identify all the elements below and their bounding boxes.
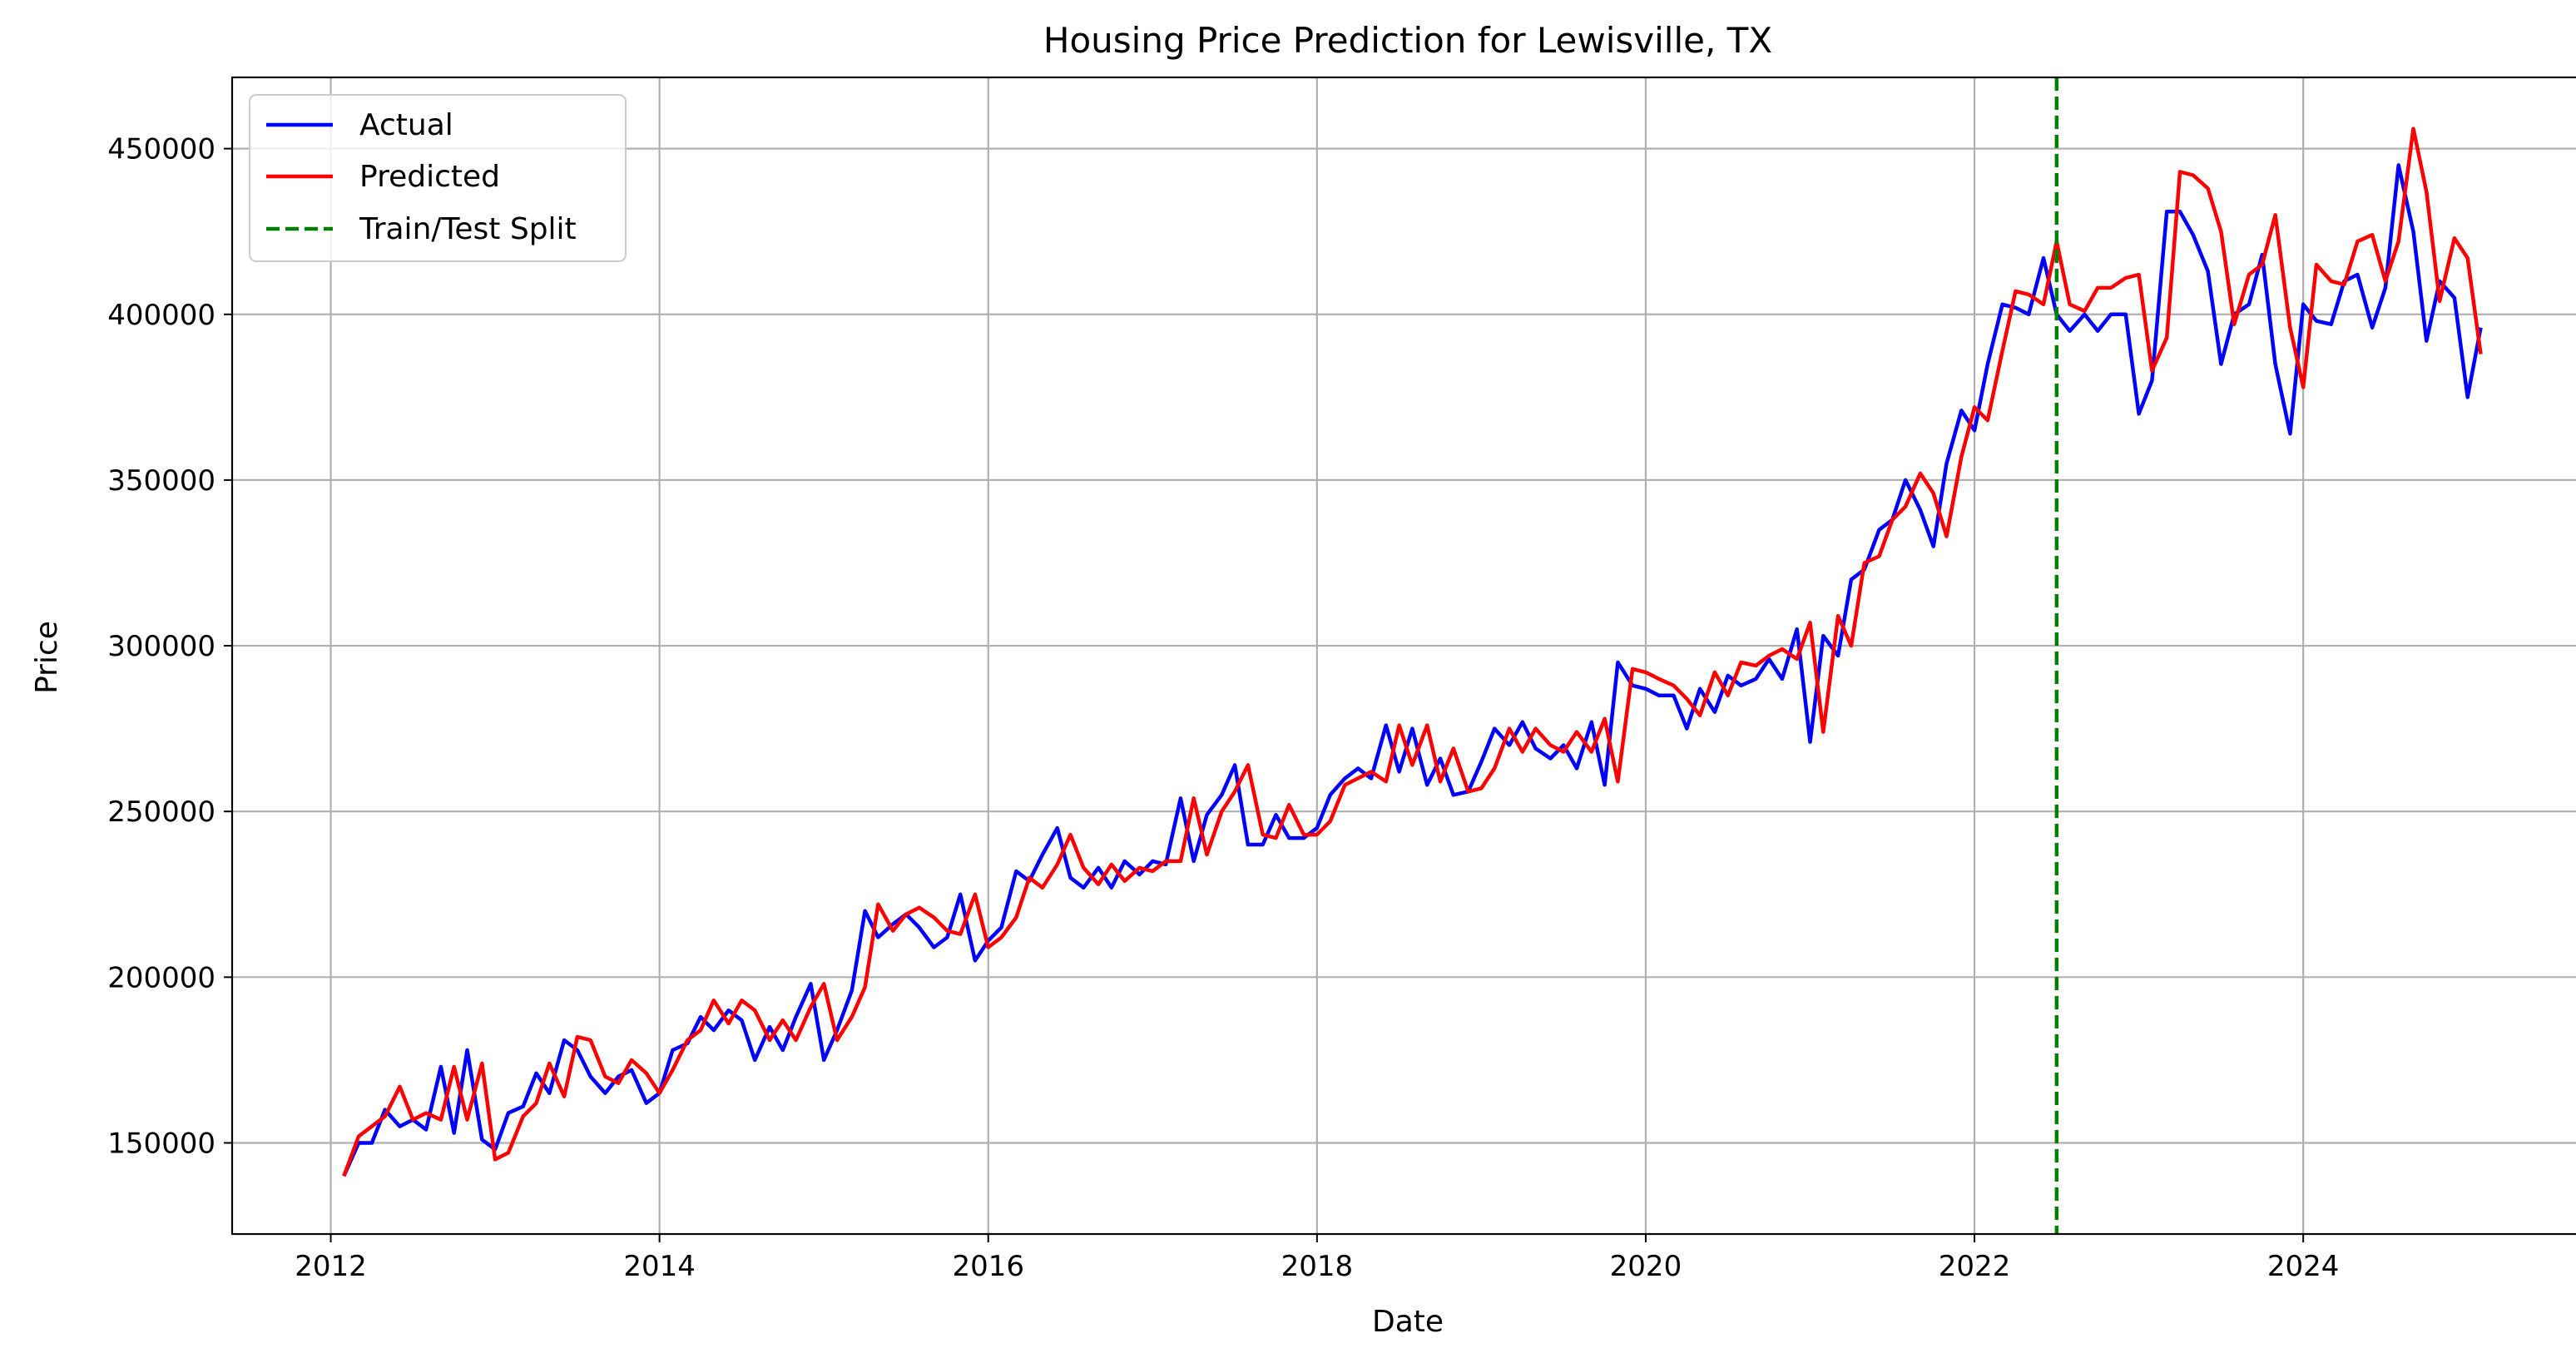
y-axis-title: Price [30, 621, 64, 694]
series-line-actual [342, 163, 2483, 1177]
x-axis-title: Date [1372, 1305, 1444, 1339]
x-tick-label: 2016 [952, 1250, 1024, 1283]
x-tick-label: 2022 [1939, 1250, 2011, 1283]
y-tick-label: 450000 [107, 133, 215, 166]
x-tick-label: 2020 [1610, 1250, 1682, 1283]
x-tick-label: 2014 [623, 1250, 696, 1283]
legend: Actual Predicted Train/Test Split [249, 94, 627, 262]
gridlines [232, 77, 2576, 1234]
legend-label-split: Train/Test Split [359, 212, 577, 246]
plot-frame [230, 76, 2576, 1236]
series-layer [342, 126, 2483, 1177]
y-tick-label: 150000 [107, 1127, 215, 1160]
y-tick-label: 350000 [107, 464, 215, 498]
x-tick-label: 2018 [1281, 1250, 1354, 1283]
y-tick-label: 300000 [107, 630, 215, 663]
x-tick-label: 2024 [2267, 1250, 2340, 1283]
legend-box [249, 94, 627, 262]
series-line-predicted [342, 126, 2483, 1177]
y-tick-label: 250000 [107, 795, 215, 829]
chart-title: Housing Price Prediction for Lewisville,… [1043, 20, 1772, 61]
y-tick-label: 400000 [107, 299, 215, 332]
y-tick-label: 200000 [107, 961, 215, 994]
x-axis: 2012 2014 2016 2018 2020 2022 2024 [295, 1234, 2339, 1283]
y-axis: 150000 200000 250000 300000 350000 400000 4500… [107, 133, 232, 1160]
legend-label-actual: Actual [359, 108, 453, 142]
legend-label-predicted: Predicted [359, 160, 500, 194]
x-tick-label: 2012 [295, 1250, 367, 1283]
